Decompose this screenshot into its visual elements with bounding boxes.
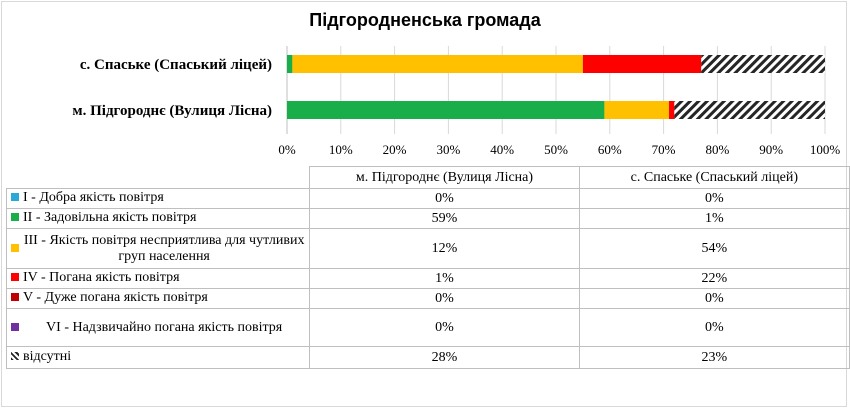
bar-chart: с. Спаське (Спаський ліцей) м. Підгороднє… <box>72 46 840 157</box>
legend-label: III - Якість повітря несприятлива для чу… <box>23 232 305 264</box>
table-row: V - Дуже погана якість повітря 0% 0% <box>5 288 850 309</box>
x-tick-label: 70% <box>652 142 676 157</box>
x-tick-label: 100% <box>810 142 841 157</box>
bar-segment-iv <box>668 101 675 119</box>
table-column-header: м. Підгороднє (Вулиця Лісна) <box>309 166 580 189</box>
x-tick-labels: 0% 10% 20% 30% 40% 50% 60% 70% 80% 90% 100% <box>278 142 840 157</box>
table-cell: 1% <box>309 268 580 289</box>
bar-segment-missing <box>674 101 825 119</box>
table-row: VI - Надзвичайно погана якість повітря 0%… <box>5 308 850 347</box>
legend-entry: відсутні <box>5 346 311 369</box>
x-tick-label: 60% <box>598 142 622 157</box>
legend-entry: VI - Надзвичайно погана якість повітря <box>5 308 311 347</box>
x-tick-label: 10% <box>329 142 353 157</box>
category-label: с. Спаське (Спаський ліцей) <box>80 57 272 73</box>
legend-entry: V - Дуже погана якість повітря <box>5 288 311 309</box>
legend-label: II - Задовільна якість повітря <box>23 210 197 226</box>
table-cell: 0% <box>578 308 850 347</box>
table-cell: 23% <box>578 346 850 369</box>
legend-entry: I - Добра якість повітря <box>5 188 311 209</box>
legend-label: V - Дуже погана якість повітря <box>23 290 208 306</box>
legend-entry: IV - Погана якість повітря <box>5 268 311 289</box>
x-tick-label: 40% <box>490 142 514 157</box>
data-table: м. Підгороднє (Вулиця Лісна) с. Спаське (… <box>5 166 850 369</box>
legend-swatch <box>11 213 19 222</box>
table-cell: 0% <box>578 288 850 309</box>
bar-segment-ii <box>287 101 605 119</box>
bar-segment-iii <box>604 101 669 119</box>
category-label: м. Підгороднє (Вулиця Лісна) <box>72 103 272 119</box>
table-cell: 22% <box>578 268 850 289</box>
bar-segment-missing <box>701 55 825 73</box>
table-cell: 0% <box>309 308 580 347</box>
legend-label: I - Добра якість повітря <box>23 190 164 206</box>
table-row: I - Добра якість повітря 0% 0% <box>5 188 850 209</box>
x-tick-label: 80% <box>705 142 729 157</box>
table-row: відсутні 28% 23% <box>5 346 850 369</box>
table-cell: 1% <box>578 208 850 229</box>
x-tick-label: 20% <box>383 142 407 157</box>
x-tick-label: 90% <box>759 142 783 157</box>
legend-label: IV - Погана якість повітря <box>23 270 180 286</box>
table-row: II - Задовільна якість повітря 59% 1% <box>5 208 850 229</box>
table-cell: 54% <box>578 228 850 269</box>
legend-swatch <box>11 293 19 302</box>
category-labels: с. Спаське (Спаський ліцей) м. Підгороднє… <box>72 57 272 119</box>
table-row: IV - Погана якість повітря 1% 22% <box>5 268 850 289</box>
legend-swatch <box>11 273 19 282</box>
bar-segment-iv <box>582 55 702 73</box>
table-cell: 0% <box>309 188 580 209</box>
legend-label: відсутні <box>23 349 72 365</box>
table-column-header: с. Спаське (Спаський ліцей) <box>578 166 850 189</box>
table-row: III - Якість повітря несприятлива для чу… <box>5 228 850 269</box>
x-tick-label: 30% <box>436 142 460 157</box>
bar-segment-ii <box>287 55 293 73</box>
legend-swatch <box>11 352 19 361</box>
table-cell: 12% <box>309 228 580 269</box>
x-tick-label: 50% <box>544 142 568 157</box>
table-header-row: м. Підгороднє (Вулиця Лісна) с. Спаське (… <box>6 166 850 189</box>
table-cell: 0% <box>309 288 580 309</box>
legend-entry: III - Якість повітря несприятлива для чу… <box>5 228 311 269</box>
bar-segment-iii <box>292 55 583 73</box>
legend-swatch <box>11 322 19 331</box>
legend-swatch <box>11 243 19 252</box>
legend-label: VI - Надзвичайно погана якість повітря <box>46 319 283 335</box>
bars <box>287 55 825 119</box>
table-cell: 59% <box>309 208 580 229</box>
x-tick-label: 0% <box>278 142 296 157</box>
table-cell: 28% <box>309 346 580 369</box>
legend-entry: II - Задовільна якість повітря <box>5 208 311 229</box>
table-cell: 0% <box>578 188 850 209</box>
legend-swatch <box>11 193 19 202</box>
chart-title: Підгородненська громада <box>309 10 541 30</box>
table-corner <box>6 166 311 189</box>
